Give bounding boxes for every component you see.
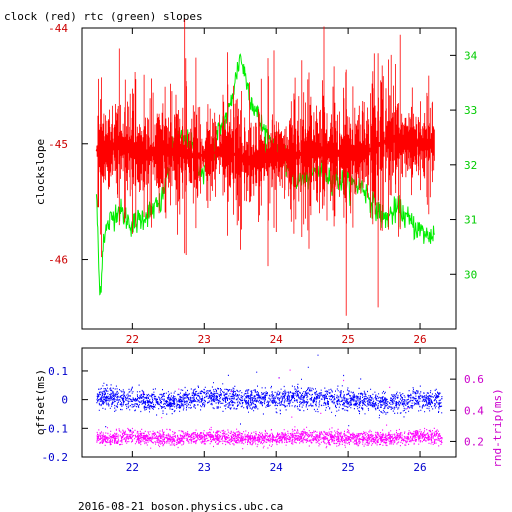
bottom-plot-layer: 22 23 24 25 26 0.1 0 -0.1 -0.2 0.2 0.4 0.6 [42,348,484,474]
footer-text: 2016-08-21 boson.physics.ubc.ca [78,500,283,512]
top-y2tick-label: 33 [464,104,477,117]
bottom-ytick-label: 0 [61,394,68,407]
top-y2tick-label: 32 [464,159,477,172]
top-xtick-label: 25 [341,333,354,346]
bottom-xtick-label: 23 [198,461,211,474]
top-ytick-label: -45 [48,138,68,151]
rtt-series-points [96,369,443,450]
offset-series-points [96,354,443,444]
top-xtick-label: 22 [126,333,139,346]
bottom-plot-frame [81,347,457,458]
bottom-xtick-label: 25 [341,461,354,474]
bottom-xtick-label: 22 [126,461,139,474]
chart-title: clock (red) rtc (green) slopes [4,10,203,23]
bottom-y2tick-label: 0.2 [464,435,484,448]
bottom-ytick-label: -0.1 [42,422,69,435]
top-ylabel: clockslope [34,139,47,205]
bottom-y2label: rnd-trip(ms) [491,388,504,467]
bottom-ylabel: offset(ms) [34,369,47,435]
bottom-xtick-label: 26 [413,461,426,474]
top-xtick-label: 24 [270,333,284,346]
bottom-ytick-label: -0.2 [42,451,69,464]
top-ytick-label: -46 [48,254,68,267]
clock-series-spikes [96,19,435,316]
bottom-ytick-label: 0.1 [48,365,68,378]
top-y2tick-label: 30 [464,268,477,281]
top-y2tick-label: 31 [464,214,477,227]
bottom-xtick-label: 24 [270,461,284,474]
top-xtick-label: 26 [413,333,426,346]
top-plot-layer: 22 23 24 25 26 -44 -45 -46 30 31 32 33 34 [48,19,478,346]
bottom-y2tick-label: 0.4 [464,404,484,417]
top-ytick-label: -44 [48,22,68,35]
top-xtick-label: 23 [198,333,211,346]
bottom-y2tick-label: 0.6 [464,373,484,386]
top-plot-frame [81,27,457,330]
top-y2tick-label: 34 [464,49,478,62]
clock-series-line [95,136,435,163]
